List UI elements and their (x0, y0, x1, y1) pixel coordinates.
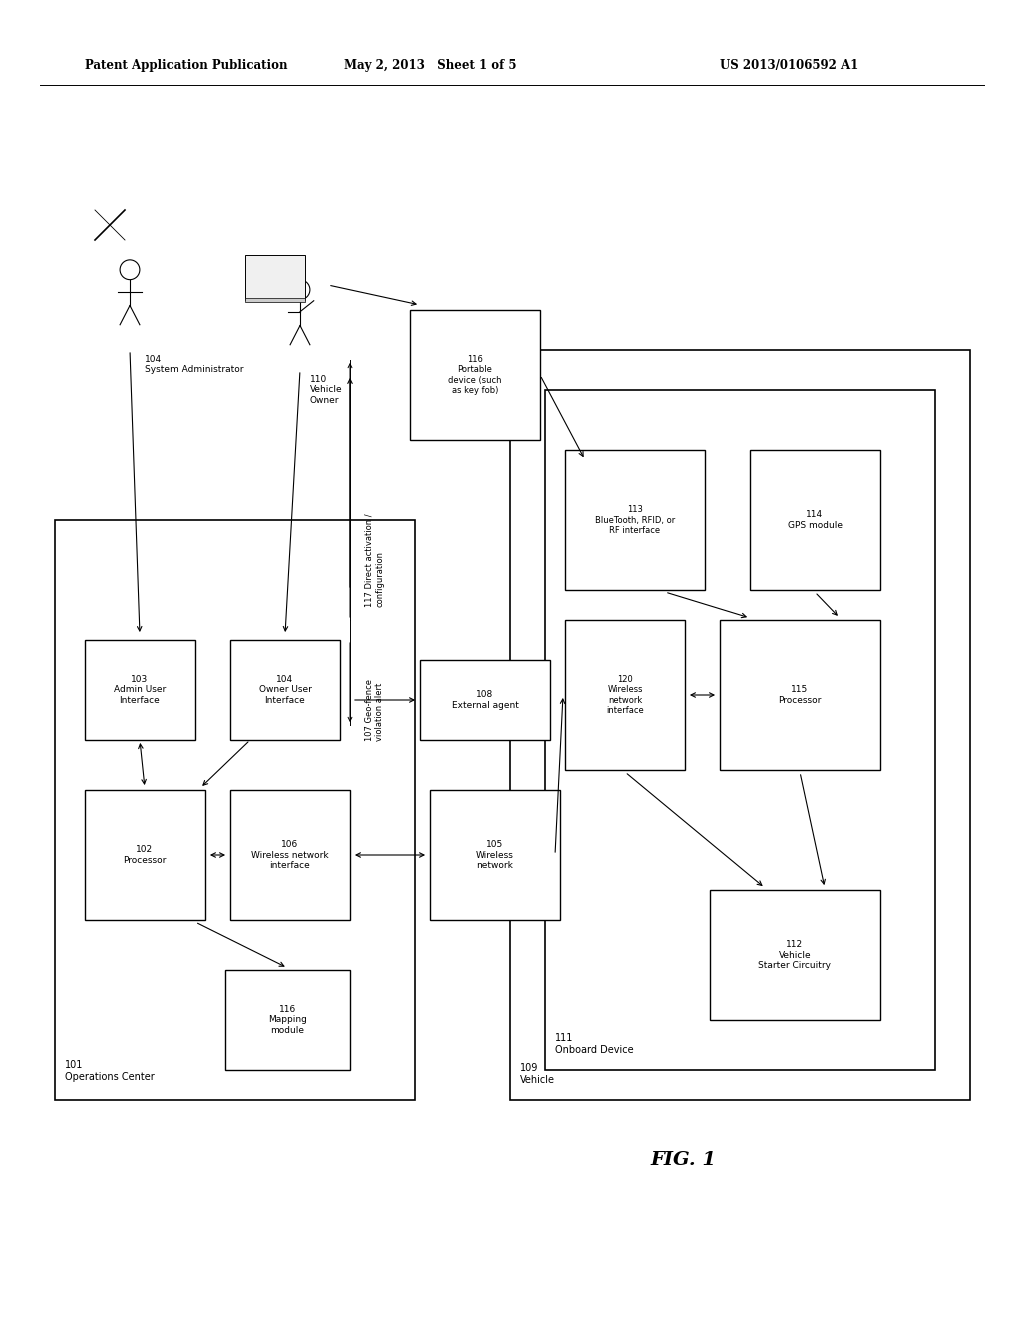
Text: 114
GPS module: 114 GPS module (787, 511, 843, 529)
Text: May 2, 2013   Sheet 1 of 5: May 2, 2013 Sheet 1 of 5 (344, 58, 516, 71)
Bar (225, 970, 350, 1071)
Text: US 2013/0106592 A1: US 2013/0106592 A1 (720, 58, 858, 71)
Bar (750, 450, 880, 590)
Text: 103
Admin User
Interface: 103 Admin User Interface (114, 675, 166, 705)
Bar (710, 890, 880, 1020)
Bar (565, 450, 705, 590)
Text: 113
BlueTooth, RFID, or
RF interface: 113 BlueTooth, RFID, or RF interface (595, 506, 675, 535)
Bar (410, 310, 540, 440)
Bar (245, 298, 305, 302)
Bar (85, 640, 195, 741)
Bar (545, 389, 935, 1071)
Bar (230, 640, 340, 741)
Text: 116
Mapping
module: 116 Mapping module (268, 1005, 307, 1035)
Bar (510, 350, 970, 1100)
Text: 106
Wireless network
interface: 106 Wireless network interface (251, 840, 329, 870)
Text: 102
Processor: 102 Processor (123, 845, 167, 865)
Bar (420, 660, 550, 741)
Bar (85, 789, 205, 920)
Text: 107 Geo-fence
violation alert: 107 Geo-fence violation alert (365, 678, 384, 741)
Text: 110
Vehicle
Owner: 110 Vehicle Owner (310, 375, 343, 405)
Bar (245, 255, 305, 300)
Text: 101
Operations Center: 101 Operations Center (65, 1060, 155, 1082)
Text: 104
System Administrator: 104 System Administrator (145, 355, 244, 375)
Text: 120
Wireless
network
interface: 120 Wireless network interface (606, 675, 644, 715)
Text: 108
External agent: 108 External agent (452, 690, 518, 710)
Text: 112
Vehicle
Starter Circuitry: 112 Vehicle Starter Circuitry (759, 940, 831, 970)
Text: 111
Onboard Device: 111 Onboard Device (555, 1034, 634, 1055)
Bar (430, 789, 560, 920)
Text: 117 Direct activation /
configuration: 117 Direct activation / configuration (365, 513, 384, 607)
Text: 104
Owner User
Interface: 104 Owner User Interface (259, 675, 311, 705)
Bar (230, 789, 350, 920)
Bar (55, 520, 415, 1100)
Text: 109
Vehicle: 109 Vehicle (520, 1064, 555, 1085)
Text: 105
Wireless
network: 105 Wireless network (476, 840, 514, 870)
Bar (720, 620, 880, 770)
Bar (565, 620, 685, 770)
Text: 115
Processor: 115 Processor (778, 685, 821, 705)
Text: Patent Application Publication: Patent Application Publication (85, 58, 288, 71)
Text: 116
Portable
device (such
as key fob): 116 Portable device (such as key fob) (449, 355, 502, 395)
Text: FIG. 1: FIG. 1 (650, 1151, 716, 1170)
